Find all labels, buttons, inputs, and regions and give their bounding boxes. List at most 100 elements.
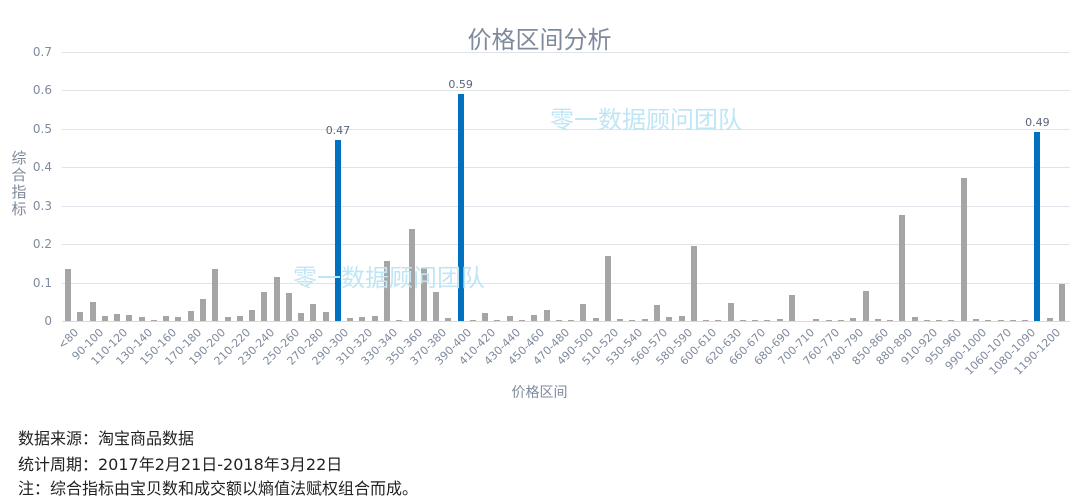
bar xyxy=(322,312,329,321)
y-tick-label: 0.4 xyxy=(32,160,52,174)
bar xyxy=(923,320,930,321)
footer-period: 统计周期：2017年2月21日-2018年3月22日 xyxy=(18,455,343,474)
bar xyxy=(101,315,108,321)
bar xyxy=(666,317,673,321)
gridline xyxy=(62,128,1070,130)
bar xyxy=(1058,284,1065,321)
bar xyxy=(825,320,832,321)
bar xyxy=(972,319,979,321)
bar xyxy=(89,302,96,321)
y-tick-label: 0.3 xyxy=(32,198,52,213)
bar xyxy=(457,93,464,321)
bar xyxy=(555,319,562,321)
bar xyxy=(1034,132,1041,321)
bar xyxy=(163,315,170,321)
bar xyxy=(899,215,906,321)
bar xyxy=(678,316,685,321)
bar xyxy=(371,315,378,321)
bar xyxy=(347,317,354,321)
bar xyxy=(936,320,943,321)
bar xyxy=(175,316,182,321)
gridline xyxy=(62,167,1070,168)
bar xyxy=(494,319,501,321)
bar xyxy=(65,269,71,321)
footer-source: 数据来源：淘宝商品数据 xyxy=(18,429,195,448)
bar xyxy=(77,312,84,321)
bar xyxy=(249,309,256,321)
bar xyxy=(199,299,206,321)
y-axis-label: 综合指标 xyxy=(11,149,27,218)
bar xyxy=(850,318,857,321)
bar xyxy=(997,320,1004,321)
bar xyxy=(433,292,440,321)
bar xyxy=(715,320,722,321)
bar xyxy=(531,315,538,321)
gridline xyxy=(62,244,1070,245)
bar xyxy=(408,228,415,321)
bar xyxy=(285,293,292,321)
y-tick-label: 0.1 xyxy=(32,275,52,290)
x-axis-line xyxy=(62,321,1070,322)
bar xyxy=(788,295,795,321)
bar xyxy=(150,319,157,321)
watermark-text: 零一数据顾问团队 xyxy=(550,106,742,134)
bar xyxy=(764,320,771,321)
gridline xyxy=(62,90,1070,91)
bar xyxy=(641,318,648,321)
bar xyxy=(703,320,710,321)
bar xyxy=(482,313,489,321)
footer-note: 注：综合指标由宝贝数和成交额以熵值法赋权组合而成。 xyxy=(18,479,419,498)
bar xyxy=(653,304,660,321)
bar xyxy=(690,245,697,321)
bar xyxy=(592,318,599,321)
bar xyxy=(396,319,403,321)
bar xyxy=(420,267,427,321)
bar xyxy=(739,320,746,321)
bar xyxy=(543,310,550,321)
bar xyxy=(862,290,869,321)
bar xyxy=(506,316,513,321)
y-tick-label: 0.2 xyxy=(32,237,52,251)
bar xyxy=(298,312,305,321)
bar xyxy=(212,269,219,321)
bar xyxy=(838,320,844,321)
bar xyxy=(617,319,624,321)
bar xyxy=(960,177,967,321)
bar xyxy=(752,320,759,321)
data-label: 0.47 xyxy=(325,124,351,138)
data-label: 0.49 xyxy=(1025,116,1050,130)
bar xyxy=(273,277,280,321)
bar xyxy=(518,319,525,321)
gridline xyxy=(62,205,1070,207)
bar xyxy=(580,303,587,321)
chart-title: 价格区间分析 xyxy=(467,26,612,54)
data-label: 0.59 xyxy=(448,77,473,91)
bar xyxy=(1022,320,1029,321)
bar xyxy=(236,315,243,321)
bar xyxy=(948,320,955,321)
bar xyxy=(114,314,121,321)
bar xyxy=(629,320,636,321)
bar xyxy=(874,319,881,321)
bar xyxy=(727,303,734,321)
bar xyxy=(887,319,894,321)
y-tick-label: 0 xyxy=(44,314,52,328)
bar xyxy=(138,316,145,321)
x-axis-label: 价格区间 xyxy=(511,385,568,401)
gridline xyxy=(62,51,1070,53)
bar xyxy=(334,140,341,321)
y-tick-label: 0.5 xyxy=(32,121,52,136)
bar xyxy=(126,315,133,321)
y-tick-label: 0.7 xyxy=(32,44,52,59)
watermark-text: 零一数据顾问团队 xyxy=(293,264,485,292)
bar xyxy=(359,316,366,321)
gridline xyxy=(62,282,1070,284)
bar xyxy=(469,319,476,321)
bar xyxy=(776,319,783,321)
bar xyxy=(1009,320,1016,321)
bar xyxy=(1046,317,1053,321)
bar xyxy=(445,317,452,321)
bar xyxy=(224,316,231,321)
bar xyxy=(310,304,317,321)
bar xyxy=(261,292,268,321)
